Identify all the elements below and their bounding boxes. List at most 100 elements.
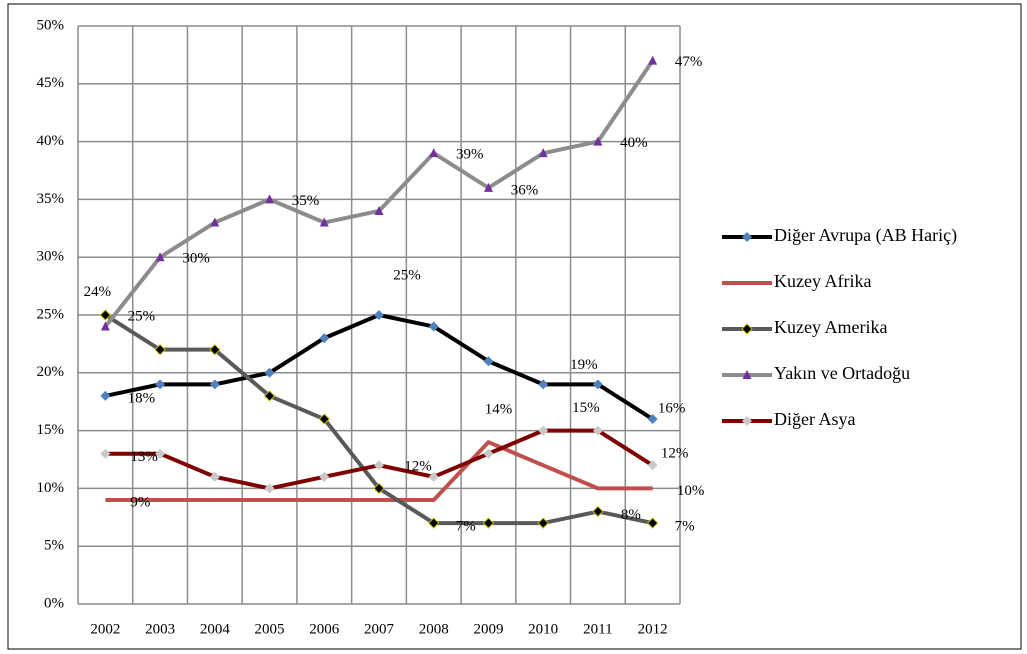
y-tick-label: 40% <box>37 133 65 149</box>
frame <box>7 3 1022 650</box>
point <box>265 194 275 204</box>
legend-marker <box>742 232 752 242</box>
legend-label: Diğer Avrupa (AB Hariç) <box>774 225 957 246</box>
y-tick-label: 30% <box>37 249 65 265</box>
point <box>483 448 494 459</box>
y-tick-label: 45% <box>37 75 65 91</box>
point <box>100 390 111 401</box>
data-label: 7% <box>675 519 695 535</box>
point <box>592 505 604 518</box>
data-label: 35% <box>292 193 320 209</box>
data-label: 24% <box>84 284 112 300</box>
x-tick-label: 2011 <box>583 621 612 637</box>
legend-marker <box>741 323 753 335</box>
x-tick-label: 2004 <box>200 621 231 637</box>
y-tick-label: 5% <box>44 538 64 554</box>
legend-label: Kuzey Afrika <box>774 271 871 291</box>
point <box>374 310 384 320</box>
data-label: 8% <box>621 507 641 523</box>
y-tick-label: 50% <box>37 17 65 33</box>
point <box>209 471 220 482</box>
data-label: 7% <box>456 519 476 535</box>
data-label: 25% <box>128 308 156 324</box>
point <box>100 321 110 331</box>
point <box>319 217 329 227</box>
point <box>374 205 384 215</box>
x-tick-label: 2008 <box>419 621 449 637</box>
point <box>592 425 603 436</box>
point <box>373 482 385 495</box>
point <box>483 182 493 192</box>
y-tick-label: 25% <box>37 306 65 322</box>
data-label: 14% <box>485 402 513 418</box>
legend-marker <box>742 370 752 379</box>
data-label: 36% <box>511 182 539 198</box>
point <box>538 379 549 390</box>
x-tick-label: 2005 <box>255 621 285 637</box>
data-label: 9% <box>130 494 150 510</box>
y-tick-label: 35% <box>37 191 65 207</box>
point <box>99 309 112 321</box>
point <box>155 448 166 459</box>
point <box>428 471 439 482</box>
y-tick-label: 0% <box>44 595 64 611</box>
point <box>264 367 275 378</box>
x-tick-label: 2002 <box>90 621 120 637</box>
x-tick-label: 2006 <box>309 621 340 637</box>
point <box>319 333 330 344</box>
point <box>319 471 330 482</box>
point <box>155 379 166 390</box>
legend-label: Diğer Asya <box>774 409 855 429</box>
point <box>537 517 549 529</box>
legend-label: Yakın ve Ortadoğu <box>774 363 910 383</box>
point <box>155 252 165 262</box>
y-tick-label: 20% <box>37 364 65 380</box>
data-label: 16% <box>658 400 686 416</box>
data-label: 30% <box>182 251 210 267</box>
point <box>374 460 384 471</box>
x-tick-label: 2012 <box>638 621 668 637</box>
data-label: 19% <box>570 357 598 373</box>
point <box>483 356 494 367</box>
point <box>429 148 439 158</box>
point <box>318 413 330 425</box>
point <box>263 390 276 402</box>
point <box>648 55 658 65</box>
data-label: 47% <box>675 54 703 70</box>
data-label: 10% <box>677 483 705 499</box>
x-tick-label: 2007 <box>364 621 395 637</box>
x-tick-label: 2009 <box>473 621 503 637</box>
point <box>210 217 220 227</box>
data-label: 13% <box>130 449 158 465</box>
y-tick-label: 10% <box>37 480 65 496</box>
legend-marker <box>742 416 752 426</box>
series-line <box>105 440 653 502</box>
data-label: 12% <box>404 459 432 475</box>
point <box>592 379 603 390</box>
point <box>154 343 166 356</box>
point <box>428 517 440 529</box>
point <box>482 517 495 529</box>
data-label: 25% <box>393 267 421 283</box>
point <box>428 321 439 332</box>
point <box>209 343 221 356</box>
point <box>646 517 659 529</box>
x-tick-label: 2010 <box>528 621 558 637</box>
point <box>100 448 111 459</box>
point <box>264 483 275 494</box>
data-label: 12% <box>661 446 689 462</box>
point <box>647 414 658 425</box>
data-label: 15% <box>572 400 600 416</box>
point <box>593 136 603 146</box>
data-label: 40% <box>620 135 648 151</box>
point <box>209 379 220 390</box>
data-label: 18% <box>128 390 156 406</box>
point <box>538 425 549 436</box>
y-tick-label: 15% <box>37 422 65 438</box>
data-label: 39% <box>456 147 484 163</box>
legend-label: Kuzey Amerika <box>774 317 887 337</box>
point <box>647 460 658 471</box>
point <box>538 148 548 158</box>
x-tick-label: 2003 <box>145 621 175 637</box>
